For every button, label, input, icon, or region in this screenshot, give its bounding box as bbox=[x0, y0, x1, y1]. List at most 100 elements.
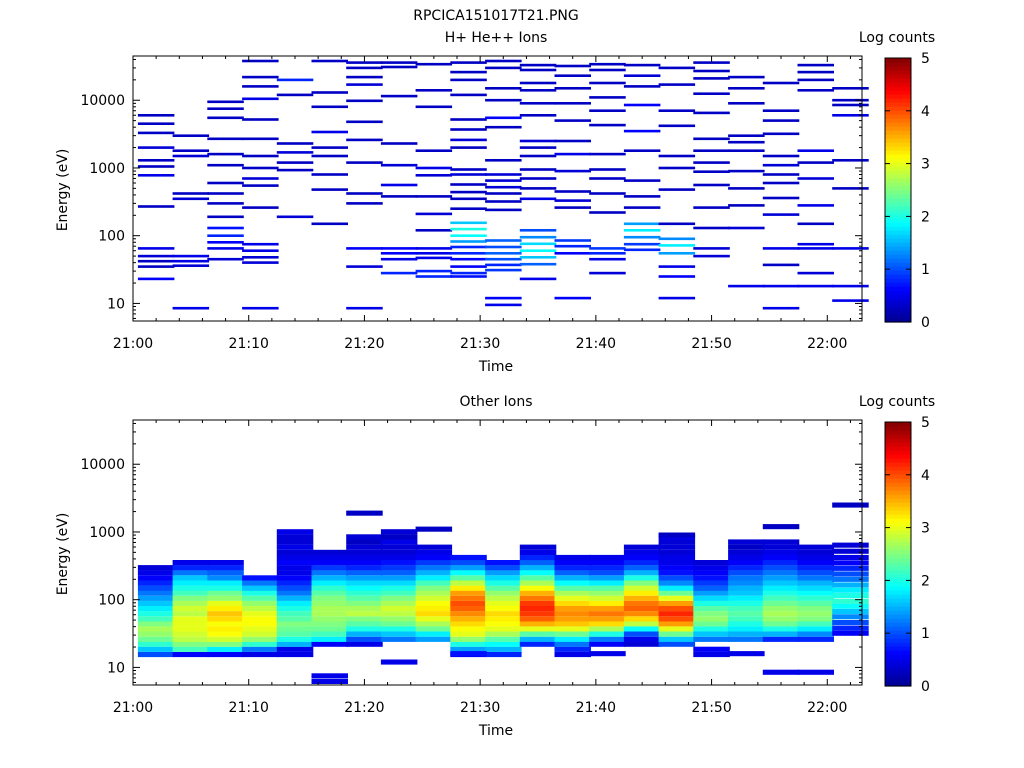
colorbar-segment bbox=[885, 534, 911, 539]
colorbar-segment bbox=[885, 206, 911, 211]
heatmap-cell bbox=[242, 184, 279, 187]
heatmap-cell bbox=[346, 636, 383, 642]
heatmap-cell bbox=[554, 554, 591, 561]
heatmap-cell bbox=[623, 631, 661, 637]
heatmap-cell bbox=[589, 616, 626, 622]
colorbar-segment bbox=[885, 238, 911, 243]
heatmap-cell bbox=[519, 242, 557, 246]
heatmap-cell bbox=[450, 554, 487, 561]
heatmap-cell bbox=[519, 554, 557, 561]
heatmap-cell bbox=[450, 265, 487, 268]
colorbar-segment bbox=[885, 502, 911, 507]
heatmap-cell bbox=[485, 616, 522, 622]
heatmap-cell bbox=[380, 252, 418, 255]
heatmap-cell bbox=[415, 626, 453, 632]
heatmap-cell bbox=[762, 631, 800, 637]
heatmap-cell bbox=[242, 118, 279, 121]
heatmap-cell bbox=[346, 534, 383, 540]
y-tick-label: 10000 bbox=[80, 93, 125, 109]
heatmap-cell bbox=[276, 142, 314, 145]
heatmap-cell bbox=[623, 248, 661, 252]
heatmap-cell bbox=[311, 626, 348, 632]
heatmap-cell bbox=[172, 626, 210, 632]
heatmap-cell bbox=[207, 181, 244, 185]
heatmap-cell bbox=[832, 87, 869, 90]
heatmap-cell bbox=[728, 570, 765, 576]
heatmap-cell bbox=[658, 621, 696, 627]
heatmap-cell bbox=[485, 208, 522, 212]
heatmap-cell bbox=[242, 97, 279, 101]
colorbar-segment bbox=[885, 646, 911, 651]
heatmap-cell bbox=[519, 570, 557, 576]
heatmap-cell bbox=[172, 616, 210, 622]
panel-other-ions: Other Ions Log counts Time Energy (eV) 2… bbox=[55, 394, 935, 739]
colorbar-segment bbox=[885, 214, 911, 219]
heatmap-cell bbox=[762, 669, 800, 675]
colorbar-segment bbox=[885, 546, 911, 551]
colorbar-segment bbox=[885, 126, 911, 131]
heatmap-cell bbox=[450, 245, 487, 249]
heatmap-cell bbox=[450, 173, 487, 176]
heatmap-cell bbox=[589, 152, 626, 156]
heatmap-cell bbox=[242, 616, 279, 622]
heatmap-cell bbox=[242, 595, 279, 601]
heatmap-cell bbox=[797, 89, 834, 92]
heatmap-cell bbox=[207, 560, 244, 566]
heatmap-cell bbox=[242, 580, 279, 586]
heatmap-cell bbox=[450, 626, 487, 632]
heatmap-cell bbox=[554, 605, 591, 612]
heatmap-cell bbox=[693, 570, 730, 576]
heatmap-cell bbox=[762, 132, 800, 136]
heatmap-cell bbox=[276, 626, 314, 632]
heatmap-cell bbox=[485, 646, 522, 652]
colorbar-segment bbox=[885, 486, 911, 491]
heatmap-cell bbox=[450, 183, 487, 186]
heatmap-cell bbox=[346, 99, 383, 103]
heatmap-cell bbox=[589, 257, 626, 261]
heatmap-cell bbox=[762, 605, 800, 612]
colorbar-segment bbox=[885, 422, 911, 427]
colorbar-segment bbox=[885, 202, 911, 207]
heatmap-cell bbox=[762, 247, 800, 250]
heatmap-cell bbox=[554, 626, 591, 632]
colorbar-segment bbox=[885, 150, 911, 155]
heatmap-cell bbox=[242, 611, 279, 617]
colorbar-segment bbox=[885, 490, 911, 495]
heatmap-cell bbox=[346, 75, 383, 79]
heatmap-cell bbox=[485, 565, 522, 571]
colorbar-segment bbox=[885, 310, 911, 315]
heatmap-cell bbox=[589, 600, 626, 606]
colorbar-segment bbox=[885, 226, 911, 231]
colorbar-segment bbox=[885, 514, 911, 519]
heatmap-cell bbox=[589, 168, 626, 171]
heatmap-cell bbox=[693, 590, 730, 596]
colorbar-segment bbox=[885, 650, 911, 655]
heatmap-cell bbox=[554, 244, 591, 248]
colorbar-segment bbox=[885, 430, 911, 435]
heatmap-cell bbox=[207, 651, 244, 658]
heatmap-cell bbox=[172, 595, 210, 601]
heatmap-cell bbox=[137, 621, 175, 627]
heatmap-cell bbox=[380, 626, 418, 632]
colorbar-segment bbox=[885, 74, 911, 79]
heatmap-cell bbox=[554, 590, 591, 596]
heatmap-cell bbox=[762, 284, 800, 288]
heatmap-cell bbox=[450, 611, 487, 617]
heatmap-cell bbox=[415, 105, 453, 109]
heatmap-cell bbox=[519, 626, 557, 632]
heatmap-cell bbox=[276, 215, 314, 219]
heatmap-cell bbox=[519, 636, 557, 642]
colorbar-segment bbox=[885, 166, 911, 171]
heatmap-cell bbox=[728, 575, 765, 581]
heatmap-cell bbox=[832, 593, 869, 599]
heatmap-cell bbox=[762, 524, 800, 530]
colorbar-segment bbox=[885, 122, 911, 127]
heatmap-cell bbox=[311, 222, 348, 226]
heatmap-cell bbox=[658, 275, 696, 278]
heatmap-cell bbox=[658, 549, 696, 555]
heatmap-cell bbox=[623, 565, 661, 571]
heatmap-cell bbox=[137, 570, 175, 576]
colorbar-tick-label: 5 bbox=[921, 51, 930, 67]
heatmap-cell bbox=[380, 539, 418, 545]
heatmap-cell bbox=[589, 641, 626, 647]
